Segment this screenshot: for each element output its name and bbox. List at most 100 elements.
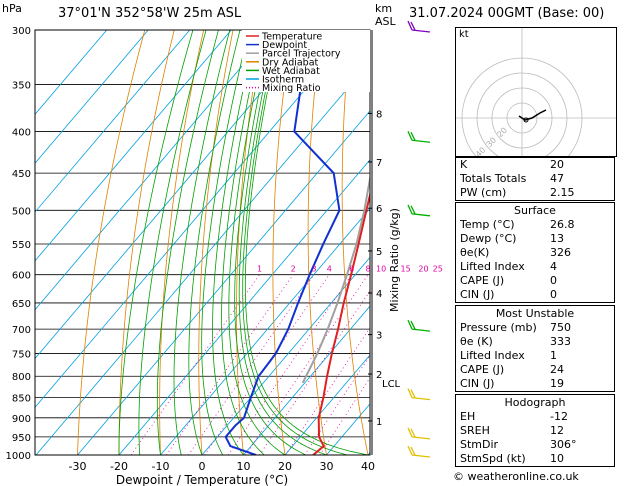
index-label: Totals Totals	[460, 172, 527, 185]
pressure-tick-label: 800	[12, 372, 31, 383]
storm-motion-marker	[523, 117, 529, 123]
height-tick-label: 7	[376, 158, 382, 169]
wind-barb	[407, 20, 431, 33]
hodograph-stat-row: StmDir 306°	[456, 438, 614, 452]
wet-adiabat	[188, 30, 241, 455]
temperature-tick-label: -20	[110, 460, 128, 473]
mixing-ratio-line	[227, 274, 352, 455]
most-unstable-label: CIN (J)	[460, 377, 495, 390]
wind-barb	[407, 445, 431, 458]
pressure-tick-label: 600	[12, 271, 31, 282]
pressure-tick-label: 550	[12, 240, 31, 251]
surface-label: CIN (J)	[460, 288, 495, 301]
parcel-trajectory-line	[301, 173, 370, 384]
index-row: Totals Totals 47	[456, 172, 614, 186]
surface-label: θe(K)	[460, 246, 490, 259]
dry-adiabat	[118, 30, 175, 455]
mixing-ratio-label: 15	[400, 265, 410, 274]
dry-adiabat	[198, 30, 234, 455]
legend-entry: Parcel Trajectory	[262, 49, 341, 60]
legend-entry: Isotherm	[262, 75, 304, 86]
hodograph-ring-label: 40	[474, 145, 488, 157]
legend-background	[242, 30, 370, 92]
most-unstable-row: CIN (J) 19	[456, 377, 614, 391]
hodograph-stat-label: EH	[460, 410, 476, 423]
mixing-ratio-label: 8	[365, 265, 370, 274]
surface-row: CIN (J) 0	[456, 288, 614, 302]
hodograph-stat-row: EH -12	[456, 410, 614, 424]
mixing-ratio-label: 25	[433, 265, 443, 274]
pressure-unit-label: hPa	[2, 2, 22, 15]
surface-title: Surface	[514, 204, 556, 217]
height-tick-label: 5	[376, 247, 382, 258]
isotherm-line	[35, 30, 149, 164]
wind-barb	[407, 388, 431, 401]
index-value: 47	[550, 172, 564, 185]
most-unstable-row: Lifted Index 1	[456, 349, 614, 363]
most-unstable-label: θe (K)	[460, 335, 493, 348]
most-unstable-row: Pressure (mb) 750	[456, 321, 614, 335]
mixing-ratio-label: 20	[418, 265, 428, 274]
mixing-ratio-line	[166, 274, 294, 455]
surface-row: Dewp (°C) 13	[456, 232, 614, 246]
surface-value: 13	[550, 232, 564, 245]
isotherm-line	[284, 354, 370, 455]
hodograph-ring-label: 30	[485, 136, 499, 150]
most-unstable-label: CAPE (J)	[460, 363, 505, 376]
wet-adiabat	[238, 30, 327, 455]
isotherm-line	[243, 305, 370, 455]
surface-label: Temp (°C)	[460, 218, 515, 231]
hodograph-unit-label: kt	[459, 29, 469, 40]
height-tick-label: 2	[376, 370, 382, 381]
height-tick-label: 3	[376, 331, 382, 342]
dry-adiabat	[272, 30, 293, 455]
surface-label: Dewp (°C)	[460, 232, 517, 245]
wind-barb	[407, 131, 431, 143]
wind-barb	[407, 319, 431, 332]
temperature-tick-label: 30	[320, 460, 334, 473]
temperature-line	[312, 190, 370, 455]
mixing-ratio-line	[304, 354, 370, 455]
hodograph-stat-value: 10	[550, 452, 564, 465]
pressure-tick-label: 750	[12, 349, 31, 360]
wind-barb	[407, 204, 431, 217]
wet-adiabat	[234, 30, 306, 455]
height-tick-label: 6	[376, 204, 382, 215]
isotherm-line	[35, 30, 191, 213]
plot-area	[35, 30, 451, 455]
most-unstable-label: Lifted Index	[460, 349, 525, 362]
isotherm-line	[201, 256, 370, 455]
copyright-footer: © weatheronline.co.uk	[453, 470, 579, 483]
wet-adiabat	[242, 30, 348, 455]
location-title: 37°01'N 352°58'W 25m ASL	[58, 6, 242, 21]
surface-label: Lifted Index	[460, 260, 525, 273]
surface-value: 26.8	[550, 218, 575, 231]
hodograph-stat-row: StmSpd (kt) 10	[456, 452, 614, 466]
mixing-ratio-line	[259, 290, 370, 455]
temperature-tick-label: 10	[237, 460, 251, 473]
pressure-tick-label: 300	[12, 26, 31, 37]
legend-entry: Wet Adiabat	[262, 66, 320, 77]
wet-adiabat	[156, 30, 219, 455]
hodograph-table: Hodograph EH -12 SREH 12 StmDir 306° StmSpd (kt…	[455, 394, 615, 467]
isotherm-line	[118, 159, 370, 455]
legend-entry: Dewpoint	[262, 40, 307, 51]
plot-frame	[34, 29, 371, 456]
pressure-tick-label: 950	[12, 433, 31, 444]
isotherm-line	[77, 110, 370, 455]
dry-adiabat	[341, 30, 369, 455]
pressure-tick-label: 900	[12, 414, 31, 425]
isotherm-line	[35, 30, 357, 408]
mixing-ratio-label: 6	[349, 265, 354, 274]
surface-value: 0	[550, 274, 557, 287]
dry-adiabat	[407, 30, 451, 455]
index-value: 2.15	[550, 186, 575, 199]
date-title: 31.07.2024 00GMT (Base: 00)	[409, 6, 605, 21]
most-unstable-value: 1	[550, 349, 557, 362]
index-row: PW (cm) 2.15	[456, 186, 614, 200]
most-unstable-table: Most Unstable Pressure (mb) 750 θe (K) 333 Li…	[455, 305, 615, 392]
isotherm-line	[35, 30, 108, 116]
wet-adiabat	[212, 30, 258, 455]
skewt-chart: 3003504004505005506006507007508008509009…	[6, 20, 451, 486]
